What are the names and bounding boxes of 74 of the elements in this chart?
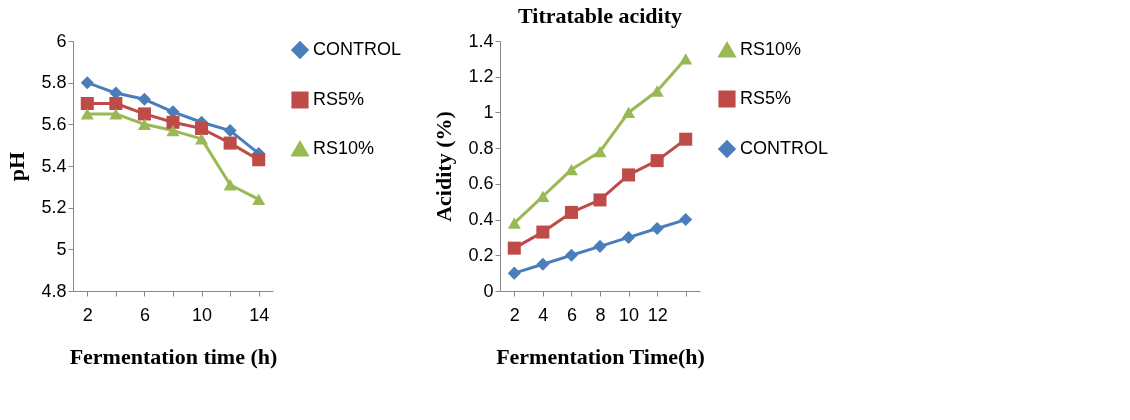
x-tick-label: 14 <box>249 304 270 325</box>
point <box>252 193 266 205</box>
x-tick-label: 8 <box>595 304 606 325</box>
y-tick-label: 0.4 <box>468 209 494 230</box>
point <box>137 118 151 130</box>
legend-label: CONTROL <box>313 39 402 59</box>
point <box>223 179 237 191</box>
point <box>195 133 209 145</box>
point <box>223 124 237 138</box>
y-tick-label: 5.8 <box>41 72 67 93</box>
x-tick-label: 6 <box>139 304 150 325</box>
point <box>650 85 664 97</box>
y-tick-label: 6 <box>56 30 67 51</box>
y-tick-label: 0 <box>483 280 494 301</box>
point <box>223 136 237 150</box>
point <box>80 76 94 90</box>
point <box>593 146 607 158</box>
legend-label: CONTROL <box>740 138 829 158</box>
x-tick-label: 2 <box>509 304 520 325</box>
point <box>622 168 636 182</box>
point <box>593 193 607 207</box>
point <box>109 96 123 111</box>
y-tick-label: 1.2 <box>468 66 494 87</box>
legend-label: RS10% <box>313 138 375 158</box>
y-tick-label: 5 <box>56 238 67 259</box>
x-axis-title: Fermentation Time(h) <box>496 343 705 369</box>
legend-label: RS5% <box>740 88 792 108</box>
legend-label: RS10% <box>740 39 802 59</box>
point <box>564 248 578 262</box>
y-tick-label: 5.6 <box>41 113 67 134</box>
point <box>536 225 550 239</box>
x-tick-label: 10 <box>192 304 213 325</box>
y-tick-label: 1 <box>483 101 494 122</box>
y-tick-label: 0.2 <box>468 244 494 265</box>
point <box>536 190 550 202</box>
point <box>80 96 94 111</box>
x-tick-label: 12 <box>647 304 668 325</box>
point <box>679 53 693 65</box>
point <box>679 132 693 146</box>
point <box>137 107 151 121</box>
point <box>622 230 636 244</box>
point <box>80 108 94 120</box>
point <box>166 115 180 129</box>
x-tick-label: 4 <box>538 304 549 325</box>
point <box>622 106 636 119</box>
point <box>564 205 578 219</box>
point <box>195 121 209 136</box>
y-tick-label: 1.4 <box>468 30 494 51</box>
point <box>593 239 607 253</box>
point <box>650 154 664 168</box>
point <box>166 124 180 137</box>
x-axis-title: Fermentation time (h) <box>69 343 278 369</box>
point <box>507 217 521 229</box>
y-tick-label: 0.8 <box>468 137 494 158</box>
x-tick-label: 2 <box>82 304 93 325</box>
point <box>109 108 123 120</box>
y-tick-label: 4.8 <box>41 280 67 301</box>
point <box>564 163 578 176</box>
point <box>137 92 151 106</box>
x-tick-label: 6 <box>566 304 577 325</box>
x-tick-label: 10 <box>619 304 640 325</box>
point <box>507 266 521 280</box>
point <box>679 213 693 227</box>
chart-title: Titratable acidity <box>518 3 682 28</box>
y-tick-label: 0.6 <box>468 173 494 194</box>
point <box>252 153 266 167</box>
point <box>650 221 664 236</box>
point <box>507 241 521 255</box>
point <box>536 257 550 271</box>
y-tick-label: 5.4 <box>41 155 67 176</box>
y-axis-title: Acidity (%) <box>431 111 457 222</box>
y-tick-label: 5.2 <box>41 197 67 218</box>
y-axis-title: pH <box>4 151 30 182</box>
legend-label: RS5% <box>313 89 365 109</box>
